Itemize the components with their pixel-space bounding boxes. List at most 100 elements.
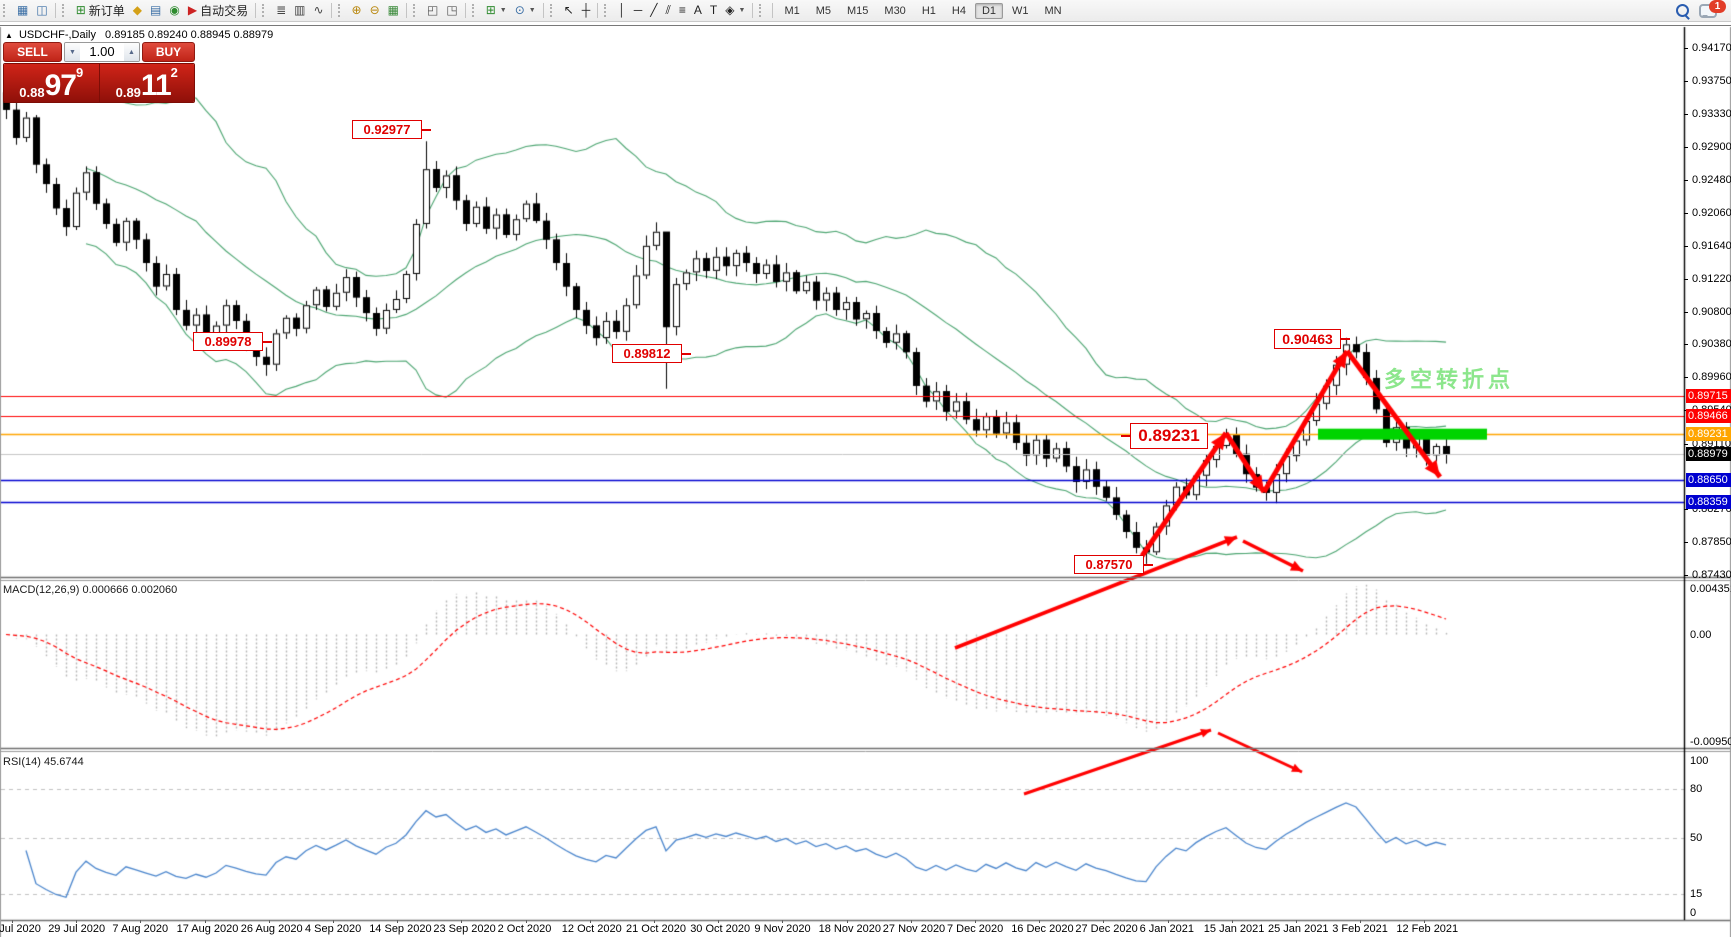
- timeframe-button-H1[interactable]: H1: [921, 4, 936, 17]
- toolbar-button-candlestick-chart[interactable]: ▥: [290, 3, 309, 18]
- macd-axis-label: 0.004351: [1690, 583, 1731, 595]
- price-callout-label[interactable]: 0.89978: [193, 332, 272, 351]
- price-callout-label[interactable]: 0.92977: [352, 120, 431, 139]
- lot-increase-button[interactable]: ▲: [124, 43, 139, 61]
- timeframe-button-M30[interactable]: M30: [884, 4, 906, 17]
- toolbar-button-new-order[interactable]: ⊞ 新订单: [72, 1, 129, 20]
- toolbar-button-arrange[interactable]: ◰: [423, 3, 442, 18]
- toolbar-button-zoom-in[interactable]: ⊕: [348, 3, 366, 18]
- price-tick-label: 0.91220: [1692, 272, 1731, 285]
- zoom-in-icon: ⊕: [351, 3, 362, 17]
- macd-label: MACD(12,26,9) 0.000666 0.002060: [3, 584, 178, 596]
- date-label: 27 Nov 2020: [882, 923, 946, 935]
- cascade-icon: ◳: [446, 3, 458, 17]
- toolbar-drag-handle[interactable]: [549, 4, 557, 17]
- toolbar-button-line-chart[interactable]: ∿: [309, 3, 327, 18]
- toolbar-drag-handle[interactable]: [262, 4, 269, 17]
- price-tick-mark: [1684, 245, 1688, 247]
- toolbar-button-zoom-out[interactable]: ⊖: [366, 3, 384, 18]
- toolbar-drag-handle[interactable]: [337, 4, 345, 17]
- rsi-axis-label: 0: [1690, 907, 1697, 919]
- timeframe-button-MN[interactable]: MN: [1044, 4, 1062, 17]
- toolbar-button-gem[interactable]: ◆: [129, 3, 146, 18]
- price-callout-label[interactable]: 0.89231: [1121, 423, 1208, 449]
- toolbar-separator: [597, 3, 599, 18]
- price-tick-mark: [1684, 377, 1688, 379]
- search-icon[interactable]: [1676, 4, 1689, 17]
- rsi-axis-label: 80: [1690, 783, 1703, 796]
- toolbar-button-signal[interactable]: ◉: [165, 3, 183, 18]
- periods-icon: ⊙: [514, 3, 525, 17]
- toolbar-button-periods[interactable]: ⊙ ▼: [511, 3, 540, 18]
- price-callout-label[interactable]: 0.90463: [1274, 329, 1350, 349]
- symbol-period-label: USDCHF-,Daily: [18, 29, 96, 41]
- toolbar-button-fibonacci[interactable]: ≡: [675, 3, 690, 18]
- date-label: 15 Jan 2021: [1203, 923, 1265, 935]
- toolbar-separator: [406, 3, 408, 18]
- arrange-icon: ◰: [427, 3, 439, 17]
- toolbar-button-bar-chart[interactable]: ≣: [272, 3, 290, 18]
- lot-value[interactable]: 1.00: [89, 44, 115, 59]
- timeframe-button-M5[interactable]: M5: [815, 4, 831, 17]
- toolbar-button-chart-profile[interactable]: ◫: [32, 3, 51, 18]
- timeframe-button-D1[interactable]: D1: [974, 2, 1003, 19]
- toolbar-button-auto-trading[interactable]: ▶ 自动交易: [184, 1, 252, 20]
- timeframe-button-W1[interactable]: W1: [1012, 4, 1029, 17]
- toolbar-drag-handle[interactable]: [413, 4, 420, 17]
- toolbar-button-text[interactable]: A: [690, 3, 706, 18]
- date-label: 4 Sep 2020: [305, 923, 362, 935]
- turning-point-annotation[interactable]: 多空转折点: [1384, 367, 1515, 392]
- toolbar-button-chart-window[interactable]: ▦: [13, 3, 32, 18]
- lot-decrease-button[interactable]: ▼: [65, 43, 80, 61]
- ohlc-values: 0.89185 0.89240 0.88945 0.88979: [105, 29, 274, 41]
- price-tick-mark: [1684, 80, 1688, 82]
- price-tick-mark: [1684, 344, 1688, 346]
- toolbar-separator: [255, 3, 257, 18]
- callout-connector: [422, 128, 431, 131]
- price-callout-label[interactable]: 0.87570: [1074, 555, 1153, 574]
- buy-button[interactable]: BUY: [142, 42, 195, 62]
- toolbar-button-crosshair[interactable]: ┼: [578, 3, 595, 18]
- toolbar-button-label[interactable]: T: [706, 3, 721, 18]
- price-tick-mark: [1684, 48, 1688, 49]
- timeframe-button-H4[interactable]: H4: [951, 4, 966, 17]
- date-label: 6 Jan 2021: [1139, 923, 1195, 935]
- zoom-out-icon: ⊖: [369, 3, 380, 17]
- rsi-axis-label: 100: [1690, 755, 1709, 767]
- toolbar-button-indicators[interactable]: ⊞ ▼: [482, 3, 511, 18]
- toolbar-button-history-center[interactable]: ▤: [146, 3, 165, 18]
- toolbar-button-trendline[interactable]: ╱: [646, 3, 661, 18]
- toolbar-button-channel[interactable]: ⫽: [662, 3, 675, 18]
- toolbar-button-tile-windows[interactable]: ▦: [384, 3, 403, 18]
- one-click-collapse-icon[interactable]: ▲: [5, 31, 13, 40]
- toolbar-drag-handle[interactable]: [471, 4, 479, 17]
- channel-icon: ⫽: [665, 3, 671, 17]
- price-tick-label: 0.91640: [1692, 239, 1731, 252]
- price-tick-label: 0.89960: [1692, 371, 1731, 384]
- date-label: 12 Feb 2021: [1396, 923, 1459, 935]
- toolbar-button-horizontal-line[interactable]: ─: [630, 3, 647, 18]
- chat-icon[interactable]: 1: [1699, 0, 1726, 18]
- toolbar-button-cursor[interactable]: ↖: [560, 3, 578, 18]
- toolbar-drag-handle[interactable]: [3, 4, 10, 17]
- date-label: 9 Nov 2020: [754, 923, 811, 935]
- timeframe-button-M1[interactable]: M1: [784, 4, 800, 17]
- price-badge: 0.89466: [1686, 408, 1731, 423]
- sell-quote[interactable]: 0.88 97 9: [4, 64, 99, 102]
- toolbar-drag-handle[interactable]: [61, 4, 69, 17]
- toolbar-button-vertical-line[interactable]: │: [614, 3, 630, 18]
- price-tick-label: 0.87850: [1692, 536, 1731, 549]
- vertical-line-icon: │: [618, 3, 626, 17]
- sell-button[interactable]: SELL: [3, 42, 62, 62]
- toolbar-button-shapes[interactable]: ◈ ▼: [721, 3, 749, 18]
- price-tick-mark: [1684, 113, 1688, 115]
- toolbar-drag-handle[interactable]: [604, 4, 611, 17]
- signal-icon: ◉: [169, 3, 180, 17]
- toolbar-drag-handle[interactable]: [759, 4, 766, 17]
- price-callout-label[interactable]: 0.89812: [612, 344, 691, 363]
- buy-quote[interactable]: 0.89 11 2: [98, 64, 194, 102]
- toolbar-button-cascade[interactable]: ◳: [442, 3, 461, 18]
- timeframe-button-M15[interactable]: M15: [847, 4, 869, 17]
